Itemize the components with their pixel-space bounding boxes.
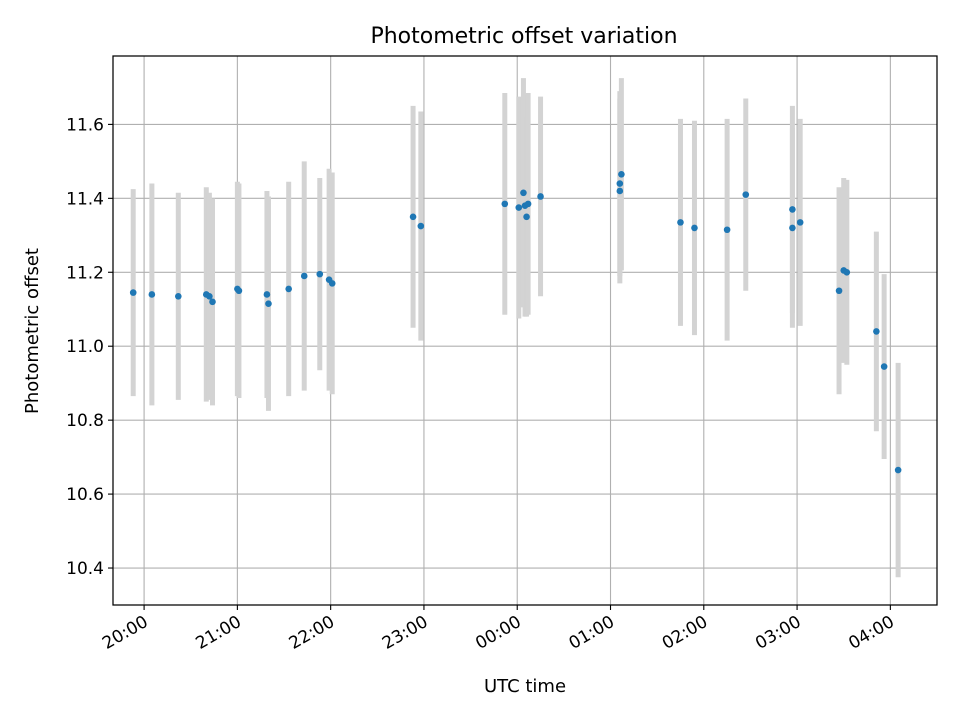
data-point bbox=[174, 293, 182, 300]
y-tick-label: 10.4 bbox=[66, 559, 104, 579]
x-tick-label: 04:00 bbox=[845, 612, 897, 654]
data-point bbox=[880, 363, 888, 370]
data-point bbox=[328, 280, 336, 287]
data-point bbox=[206, 293, 213, 300]
data-point bbox=[742, 191, 750, 198]
y-tick-label: 10.8 bbox=[66, 411, 104, 431]
data-point bbox=[789, 206, 796, 213]
data-point bbox=[316, 270, 324, 278]
data-point bbox=[263, 291, 271, 298]
data-point bbox=[616, 187, 624, 195]
data-points bbox=[129, 171, 902, 474]
data-point bbox=[515, 204, 523, 211]
data-point bbox=[835, 287, 843, 295]
data-point bbox=[691, 224, 698, 232]
data-point bbox=[873, 328, 880, 335]
data-point bbox=[524, 200, 532, 208]
x-tick-label: 00:00 bbox=[472, 612, 524, 654]
x-tick-label: 03:00 bbox=[752, 612, 804, 654]
data-point bbox=[520, 189, 527, 197]
data-point bbox=[417, 222, 425, 230]
y-tick-label: 11.0 bbox=[66, 337, 104, 357]
data-point bbox=[616, 180, 624, 187]
plot-frame bbox=[112, 55, 938, 606]
data-point bbox=[677, 219, 684, 226]
data-point bbox=[523, 213, 530, 221]
y-tick-label: 11.4 bbox=[66, 189, 104, 209]
data-point bbox=[129, 289, 137, 296]
y-tick-label: 11.6 bbox=[66, 115, 104, 135]
chart-title: Photometric offset variation bbox=[370, 24, 677, 49]
data-point bbox=[265, 300, 272, 307]
x-tick-label: 02:00 bbox=[659, 612, 711, 654]
data-point bbox=[409, 213, 417, 221]
data-point bbox=[843, 268, 851, 276]
data-point bbox=[723, 226, 731, 234]
data-point bbox=[796, 219, 804, 226]
data-point bbox=[209, 298, 216, 306]
data-point bbox=[285, 285, 292, 293]
x-tick-label: 23:00 bbox=[379, 612, 431, 654]
y-tick-label: 11.2 bbox=[66, 263, 104, 283]
data-point bbox=[300, 272, 308, 280]
data-point bbox=[537, 193, 544, 200]
data-point bbox=[148, 291, 156, 298]
data-point bbox=[789, 224, 796, 232]
error-bars bbox=[130, 78, 901, 578]
x-tick-label: 21:00 bbox=[192, 612, 244, 654]
y-axis-ticks: 10.4 10.6 10.8 11.0 11.2 11.4 11.6 bbox=[66, 115, 113, 579]
y-axis-label: Photometric offset bbox=[22, 248, 43, 414]
x-tick-label: 20:00 bbox=[99, 612, 151, 654]
x-tick-label: 22:00 bbox=[286, 612, 338, 654]
x-axis-ticks: 20:00 21:00 22:00 23:00 00:00 01:00 02:00 03:00… bbox=[99, 605, 898, 654]
data-point bbox=[235, 287, 243, 295]
y-tick-label: 10.6 bbox=[66, 485, 104, 505]
data-point bbox=[894, 466, 902, 474]
x-axis-label: UTC time bbox=[484, 676, 566, 697]
data-point bbox=[618, 171, 625, 178]
x-tick-label: 01:00 bbox=[566, 612, 618, 654]
data-point bbox=[501, 200, 509, 208]
